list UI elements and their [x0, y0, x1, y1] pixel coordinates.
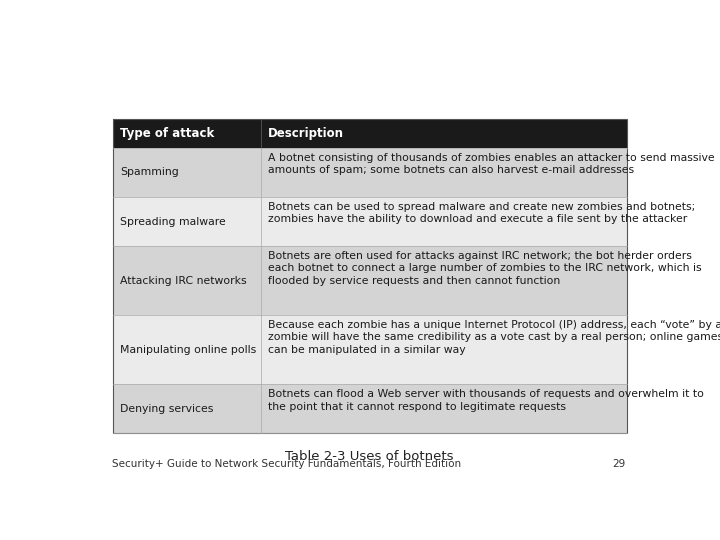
Text: Spreading malware: Spreading malware — [120, 217, 226, 227]
Bar — [114, 119, 627, 433]
Bar — [114, 148, 627, 197]
Text: Because each zombie has a unique Internet Protocol (IP) address, each “vote” by : Because each zombie has a unique Interne… — [268, 320, 720, 355]
Text: Security+ Guide to Network Security Fundamentals, Fourth Edition: Security+ Guide to Network Security Fund… — [112, 459, 462, 469]
Bar — [114, 246, 627, 315]
Bar — [114, 315, 627, 384]
Text: Denying services: Denying services — [120, 404, 214, 414]
Text: Attacking IRC networks: Attacking IRC networks — [120, 275, 247, 286]
Bar — [114, 119, 627, 148]
Bar — [114, 384, 627, 433]
Text: Type of attack: Type of attack — [120, 127, 215, 140]
Bar — [114, 197, 627, 246]
Text: A botnet consisting of thousands of zombies enables an attacker to send massive
: A botnet consisting of thousands of zomb… — [268, 152, 715, 176]
Text: Description: Description — [268, 127, 344, 140]
Text: Botnets can be used to spread malware and create new zombies and botnets;
zombie: Botnets can be used to spread malware an… — [268, 201, 696, 225]
Text: Spamming: Spamming — [120, 167, 179, 178]
Text: Table 2-3 Uses of botnets: Table 2-3 Uses of botnets — [284, 450, 454, 463]
Text: Manipulating online polls: Manipulating online polls — [120, 345, 256, 355]
Text: Botnets are often used for attacks against IRC network; the bot herder orders
ea: Botnets are often used for attacks again… — [268, 251, 701, 286]
Text: 29: 29 — [613, 459, 626, 469]
Text: Botnets can flood a Web server with thousands of requests and overwhelm it to
th: Botnets can flood a Web server with thou… — [268, 389, 704, 411]
